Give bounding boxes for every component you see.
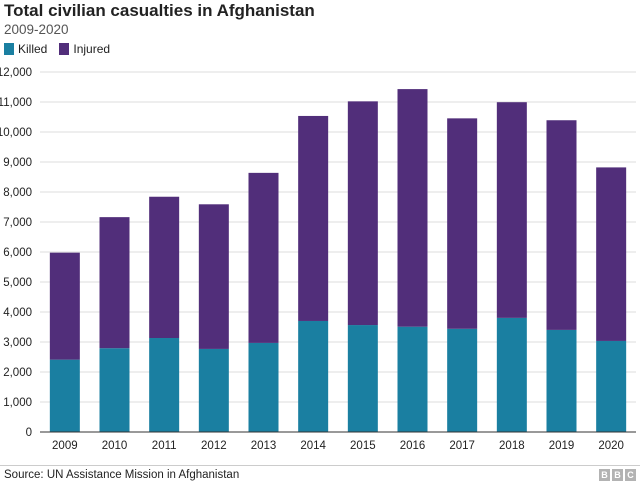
- legend-swatch-killed: [4, 43, 14, 55]
- y-tick-label: 1,000: [3, 397, 32, 409]
- legend-label-injured: Injured: [73, 42, 111, 56]
- bar-injured: [149, 196, 180, 339]
- bar-killed: [546, 329, 577, 432]
- legend-swatch-injured: [59, 43, 70, 55]
- bar-injured: [198, 204, 229, 349]
- y-tick-label: 12,000: [0, 67, 32, 79]
- bar-killed: [49, 359, 80, 432]
- bar-injured: [347, 101, 378, 326]
- y-tick-label: 3,000: [3, 337, 32, 349]
- chart-subtitle: 2009-2020: [4, 22, 69, 37]
- legend-item-killed: Killed: [4, 42, 47, 56]
- legend-label-killed: Killed: [18, 42, 48, 56]
- x-tick-label: 2014: [300, 440, 326, 452]
- bar-killed: [397, 326, 428, 432]
- bar-injured: [546, 120, 577, 330]
- y-tick-label: 9,000: [3, 157, 32, 169]
- y-tick-label: 0: [26, 427, 32, 439]
- bar-killed: [198, 348, 229, 432]
- x-tick-label: 2012: [201, 440, 227, 452]
- bbc-logo: B B C: [597, 469, 636, 481]
- bar-killed: [447, 328, 478, 432]
- bar-injured: [298, 115, 329, 321]
- bar-injured: [447, 118, 478, 329]
- x-tick-label: 2015: [350, 440, 376, 452]
- bar-injured: [49, 252, 80, 360]
- x-tick-label: 2010: [102, 440, 128, 452]
- bar-injured: [99, 217, 130, 349]
- x-tick-label: 2018: [499, 440, 525, 452]
- y-tick-label: 2,000: [3, 367, 32, 379]
- bar-killed: [496, 317, 527, 432]
- logo-letter: B: [599, 469, 610, 481]
- bar-killed: [298, 320, 329, 432]
- bar-killed: [149, 338, 180, 432]
- x-tick-label: 2020: [598, 440, 624, 452]
- source-note: Source: UN Assistance Mission in Afghani…: [4, 469, 240, 481]
- bar-injured: [596, 167, 627, 341]
- bar-injured: [248, 172, 279, 343]
- y-tick-label: 4,000: [3, 307, 32, 319]
- bar-injured: [397, 89, 428, 327]
- logo-letter: B: [612, 469, 623, 481]
- bar-killed: [347, 325, 378, 432]
- y-tick-label: 7,000: [3, 217, 32, 229]
- x-tick-label: 2017: [449, 440, 475, 452]
- x-tick-label: 2011: [152, 440, 177, 452]
- footer-divider: [0, 465, 640, 466]
- x-tick-label: 2009: [52, 440, 78, 452]
- x-tick-label: 2016: [400, 440, 426, 452]
- x-tick-label: 2013: [251, 440, 277, 452]
- y-tick-label: 6,000: [3, 247, 32, 259]
- legend: Killed Injured: [4, 42, 122, 56]
- y-tick-label: 11,000: [0, 97, 32, 109]
- legend-item-injured: Injured: [59, 42, 110, 56]
- x-tick-label: 2019: [549, 440, 575, 452]
- bar-injured: [496, 102, 527, 318]
- chart-title: Total civilian casualties in Afghanistan: [4, 1, 315, 20]
- y-tick-label: 8,000: [3, 187, 32, 199]
- bar-killed: [248, 342, 279, 432]
- bar-killed: [596, 340, 627, 432]
- y-tick-label: 10,000: [0, 127, 32, 139]
- bar-killed: [99, 348, 130, 432]
- logo-letter: C: [625, 469, 636, 481]
- y-tick-label: 5,000: [3, 277, 32, 289]
